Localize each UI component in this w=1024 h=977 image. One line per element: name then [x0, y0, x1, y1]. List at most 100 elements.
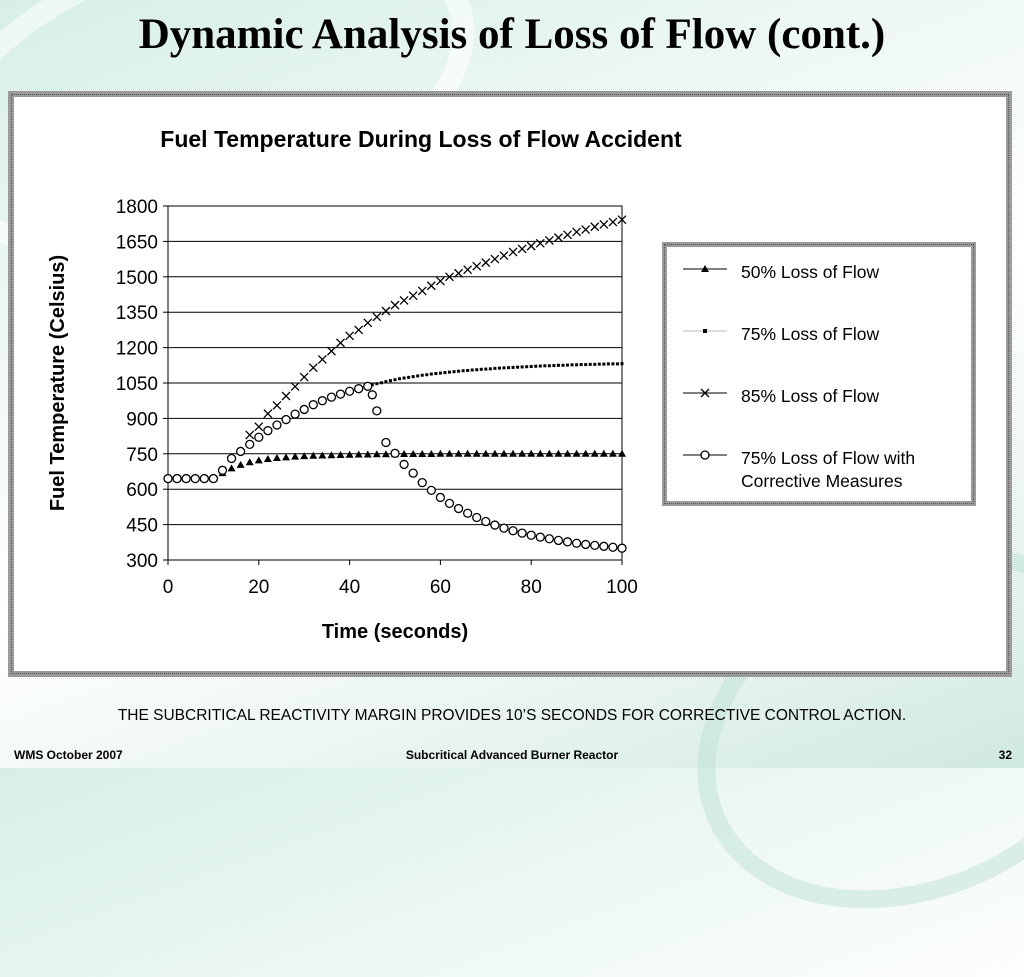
- data-point-x: [336, 338, 345, 348]
- data-point-circle: [417, 477, 427, 488]
- data-point-dot: [534, 364, 538, 368]
- x-tick-label: 20: [248, 577, 269, 598]
- x-tick-label: 80: [521, 577, 542, 598]
- data-point-triangle: [227, 464, 236, 472]
- data-point-dot: [443, 371, 447, 375]
- y-tick-label: 1350: [116, 303, 158, 324]
- data-point-circle: [508, 526, 518, 536]
- data-point-x: [326, 346, 336, 356]
- data-point-circle: [235, 446, 246, 457]
- data-point-circle: [163, 473, 173, 484]
- data-point-triangle: [372, 450, 381, 458]
- data-point-circle: [499, 523, 509, 533]
- data-point-triangle: [345, 450, 354, 458]
- data-point-triangle: [499, 449, 508, 457]
- data-point-circle: [390, 448, 400, 458]
- data-point-triangle: [309, 451, 318, 459]
- data-point-circle: [190, 473, 200, 484]
- data-point-triangle: [490, 449, 499, 457]
- data-point-dot: [593, 362, 597, 366]
- data-point-dot: [552, 364, 556, 368]
- data-point-triangle: [527, 449, 536, 457]
- data-point-dot: [429, 372, 433, 376]
- data-point-x: [590, 222, 600, 232]
- data-point-circle: [608, 542, 618, 552]
- data-point-dot: [561, 363, 565, 367]
- data-point-dot: [488, 367, 492, 371]
- data-point-dot: [402, 376, 406, 380]
- data-point-circle: [571, 538, 582, 548]
- data-point-triangle: [608, 449, 617, 457]
- data-point-triangle: [263, 454, 272, 462]
- data-point-triangle: [436, 449, 445, 457]
- data-point-x: [481, 258, 491, 268]
- legend-label: 75% Loss of Flow: [741, 324, 880, 344]
- data-point-triangle: [581, 449, 590, 457]
- data-point-dot: [425, 373, 429, 377]
- data-point-dot: [620, 362, 624, 366]
- data-point-triangle: [590, 449, 599, 457]
- y-tick-label: 900: [126, 409, 158, 430]
- footer-presentation-title: Subcritical Advanced Burner Reactor: [405, 748, 619, 762]
- data-point-dot: [507, 366, 510, 370]
- data-point-triangle: [400, 450, 409, 458]
- data-point-triangle: [481, 449, 490, 457]
- data-point-dot: [398, 377, 402, 381]
- data-point-dot: [370, 383, 374, 387]
- data-point-circle: [172, 473, 182, 484]
- data-point-circle: [335, 389, 346, 399]
- y-tick-label: 300: [126, 551, 158, 572]
- data-point-circle: [299, 404, 309, 415]
- data-point-triangle: [445, 449, 454, 457]
- data-point-x: [572, 227, 582, 237]
- y-tick-label: 1200: [116, 339, 158, 360]
- data-point-dot: [434, 372, 438, 376]
- x-tick-label: 0: [163, 577, 174, 598]
- data-point-x: [553, 233, 563, 243]
- data-point-x: [445, 272, 454, 282]
- data-point-dot: [497, 366, 501, 370]
- data-point-x: [317, 354, 327, 364]
- data-point-circle: [435, 492, 446, 503]
- data-point-dot: [570, 363, 574, 367]
- data-point-circle: [462, 508, 473, 518]
- data-point-triangle: [518, 449, 527, 457]
- data-point-dot: [588, 362, 592, 366]
- data-point-x: [608, 217, 618, 227]
- data-point-dot: [479, 367, 483, 371]
- data-point-triangle: [236, 460, 245, 468]
- legend-label: 75% Loss of Flow with Corrective Measure…: [741, 448, 916, 491]
- legend-triangle-marker-icon: [683, 265, 727, 272]
- data-point-circle: [444, 498, 455, 509]
- data-point-x: [299, 372, 309, 382]
- x-tick-label: 40: [339, 577, 360, 598]
- page-number: 32: [998, 748, 1012, 762]
- data-point-dot: [611, 362, 615, 366]
- data-point-dot: [615, 362, 619, 366]
- data-point-dot: [556, 363, 560, 367]
- data-point-x: [435, 276, 445, 286]
- data-point-dot: [606, 362, 610, 366]
- data-point-triangle: [572, 449, 581, 457]
- data-point-dot: [384, 380, 388, 384]
- data-point-circle: [344, 386, 355, 396]
- y-tick-label: 1050: [116, 374, 158, 395]
- data-point-dot: [520, 365, 524, 369]
- data-point-x: [508, 247, 518, 257]
- data-point-circle: [453, 503, 464, 514]
- data-point-triangle: [618, 449, 626, 457]
- data-point-dot: [475, 368, 479, 372]
- data-point-circle: [281, 414, 291, 425]
- data-point-circle: [308, 400, 318, 410]
- data-point-dot: [547, 364, 551, 368]
- data-point-circle: [317, 396, 328, 406]
- y-tick-label: 1500: [116, 268, 158, 289]
- legend-label: 50% Loss of Flow: [741, 262, 880, 282]
- data-point-circle: [408, 468, 418, 478]
- data-point-circle: [544, 534, 555, 544]
- data-point-circle: [381, 437, 391, 448]
- data-point-dot: [388, 379, 392, 383]
- data-point-triangle: [409, 450, 418, 458]
- data-point-dot: [579, 363, 583, 367]
- data-point-circle: [490, 520, 500, 530]
